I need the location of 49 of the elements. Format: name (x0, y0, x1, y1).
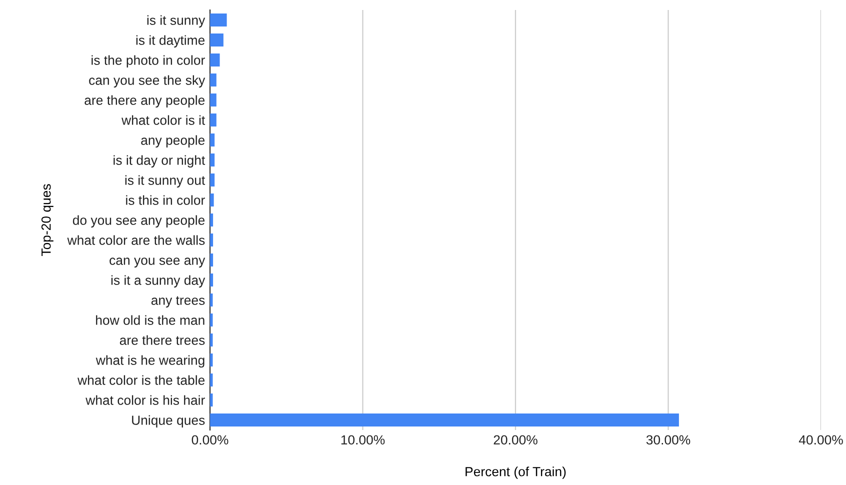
x-tick-label: 20.00% (494, 435, 538, 445)
bar (210, 14, 227, 26)
y-axis-title: Top-20 ques (41, 184, 54, 256)
x-tick-label: 30.00% (646, 435, 690, 445)
y-tick-label: what is he wearing (96, 355, 204, 368)
bar (210, 34, 224, 46)
bar (210, 154, 215, 166)
x-tick-label: 40.00% (798, 435, 843, 445)
y-tick-label: what color is his hair (86, 395, 205, 405)
bar (210, 54, 220, 66)
y-tick-label: what color is it (122, 115, 206, 125)
y-tick-label: any trees (151, 296, 205, 308)
y-tick-label: is this in color (126, 195, 205, 205)
y-tick-label: is it daytime (136, 35, 205, 48)
y-tick-label: Unique ques (132, 415, 205, 428)
y-tick-label: can you see the sky (89, 75, 206, 88)
y-tick-label: any people (141, 135, 205, 148)
bar (210, 334, 213, 346)
bar (210, 374, 213, 386)
bar (210, 354, 213, 366)
y-tick-label: what color is the table (78, 375, 205, 385)
x-axis-title: Percent (of Train) (466, 466, 566, 479)
bar (210, 174, 215, 186)
bar (210, 414, 679, 426)
y-tick-label: what color are the walls (67, 235, 205, 245)
bar (210, 194, 214, 206)
bar (210, 234, 214, 246)
bar (210, 74, 216, 86)
y-tick-label: is it a sunny day (111, 275, 206, 288)
bar (210, 214, 214, 226)
y-tick-label: can you see any (110, 258, 206, 268)
y-tick-label: is the photo in color (92, 55, 205, 68)
y-tick-label: are there any people (84, 95, 205, 108)
bar (210, 134, 215, 146)
y-tick-label: how old is the man (96, 315, 204, 325)
x-tick-label: 10.00% (341, 435, 385, 445)
bar (210, 394, 213, 406)
bar (210, 94, 216, 106)
bar (210, 254, 214, 266)
bar (210, 274, 214, 286)
y-tick-label: is it sunny out (125, 175, 206, 188)
bar (210, 294, 213, 306)
y-tick-label: is it day or night (114, 155, 206, 168)
bar (210, 114, 216, 126)
y-tick-label: are there trees (120, 335, 205, 345)
x-tick-label: 0.00% (192, 435, 228, 445)
bar (210, 314, 213, 326)
y-tick-label: do you see any people (72, 215, 205, 228)
y-tick-label: is it sunny (147, 15, 206, 28)
